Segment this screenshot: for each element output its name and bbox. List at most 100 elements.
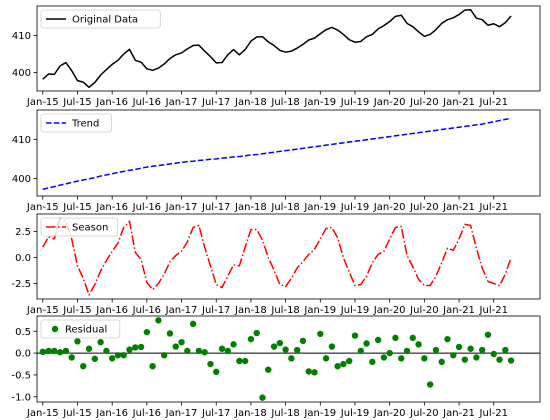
residual-point	[241, 357, 249, 365]
residual-point	[276, 339, 284, 347]
x-tick-label: Jan-15	[26, 408, 59, 419]
x-tick-label: Jul-19	[340, 202, 369, 213]
axes-frame	[36, 315, 541, 403]
x-tick-label: Jan-21	[442, 97, 475, 108]
residual-point	[74, 338, 81, 345]
x-tick-label: Jan-21	[442, 408, 475, 419]
residual-point	[432, 346, 440, 354]
residual-point	[161, 352, 168, 359]
residual-point	[421, 355, 428, 362]
x-tick-label: Jul-16	[132, 305, 161, 316]
residual-point	[120, 352, 127, 359]
x-tick-label: Jul-17	[201, 305, 230, 316]
x-tick-label: Jul-21	[479, 408, 508, 419]
x-tick-label: Jan-18	[234, 202, 267, 213]
residual-point	[166, 330, 174, 337]
axes-frame	[36, 5, 541, 92]
x-tick-label: Jul-19	[340, 408, 369, 419]
series-line	[42, 117, 512, 191]
residual-point	[346, 357, 353, 365]
residual-point	[85, 345, 93, 352]
residual-point	[80, 363, 87, 370]
residual-point	[137, 343, 145, 351]
residual-point	[398, 355, 405, 362]
residual-point	[91, 355, 99, 362]
panel-4: -1.0 -0.5 0.0 0.5 Jan-15 Jul-15 Jan-16 Jul-16 Ja…	[11, 315, 541, 419]
legend-box	[40, 113, 112, 133]
residual-point	[270, 343, 278, 350]
y-tick-label: 410	[12, 135, 31, 146]
legend-label: Trend	[71, 119, 99, 130]
residual-point	[189, 320, 197, 328]
residual-point	[369, 358, 376, 366]
x-tick-label: Jan-20	[373, 305, 406, 316]
residual-point	[444, 335, 451, 343]
x-tick-label: Jul-19	[340, 97, 369, 108]
x-tick-label: Jan-16	[95, 97, 128, 108]
residual-point	[490, 350, 497, 358]
legend: Season	[40, 217, 118, 237]
residual-point	[328, 343, 336, 350]
residual-point	[236, 357, 243, 365]
x-tick-label: Jul-18	[270, 408, 299, 419]
residual-point	[496, 356, 503, 363]
x-tick-label: Jul-17	[201, 97, 230, 108]
residual-point	[97, 338, 104, 346]
y-tick-label: 0.5	[15, 327, 31, 338]
residual-point	[126, 346, 133, 353]
x-tick-label: Jul-21	[479, 202, 508, 213]
residual-point	[56, 349, 64, 356]
x-tick-label: Jul-15	[62, 408, 91, 419]
residual-point	[230, 341, 237, 348]
residual-point	[207, 360, 214, 368]
residual-point	[149, 363, 156, 370]
residual-point	[114, 352, 122, 359]
y-tick-label: 0.0	[15, 253, 31, 264]
residual-point	[218, 345, 226, 352]
x-tick-label: Jan-16	[95, 202, 128, 213]
residual-point	[467, 345, 474, 352]
x-tick-label: Jan-20	[373, 408, 406, 419]
residual-point	[247, 335, 255, 343]
residual-point	[172, 343, 179, 350]
residual-point	[265, 366, 272, 373]
residual-point	[461, 356, 469, 363]
residual-point	[311, 369, 318, 376]
residual-point	[184, 347, 191, 355]
residual-point	[45, 347, 52, 355]
x-tick-label: Jul-21	[479, 305, 508, 316]
x-tick-label: Jul-15	[62, 97, 91, 108]
residual-point	[201, 349, 208, 356]
residual-point	[473, 354, 480, 361]
legend: Residual	[40, 319, 121, 339]
residual-point	[386, 349, 393, 357]
residual-point	[426, 381, 434, 388]
residual-point	[51, 347, 58, 355]
x-tick-label: Jul-18	[270, 202, 299, 213]
series-line	[42, 8, 512, 89]
plot-area	[42, 8, 512, 89]
x-tick-label: Jan-20	[373, 97, 406, 108]
x-tick-label: Jan-19	[303, 408, 336, 419]
y-tick-label: -2.5	[11, 279, 31, 290]
residual-point	[351, 332, 359, 339]
x-tick-label: Jul-16	[132, 97, 161, 108]
x-tick-label: Jan-16	[95, 305, 128, 316]
y-tick-label: 400	[12, 174, 31, 185]
legend-box	[40, 319, 121, 339]
residual-point	[39, 348, 46, 355]
plot-area	[39, 317, 515, 401]
residual-point	[334, 363, 341, 370]
x-tick-label: Jul-18	[270, 97, 299, 108]
x-tick-label: Jul-15	[62, 305, 91, 316]
x-tick-label: Jul-16	[132, 408, 161, 419]
x-tick-label: Jan-20	[373, 202, 406, 213]
residual-point	[259, 394, 266, 401]
x-tick-label: Jul-16	[132, 202, 161, 213]
plot-area	[42, 117, 512, 191]
x-tick-label: Jan-18	[234, 408, 267, 419]
residual-point	[438, 358, 445, 366]
residual-point	[288, 355, 295, 362]
residual-point	[68, 354, 75, 361]
